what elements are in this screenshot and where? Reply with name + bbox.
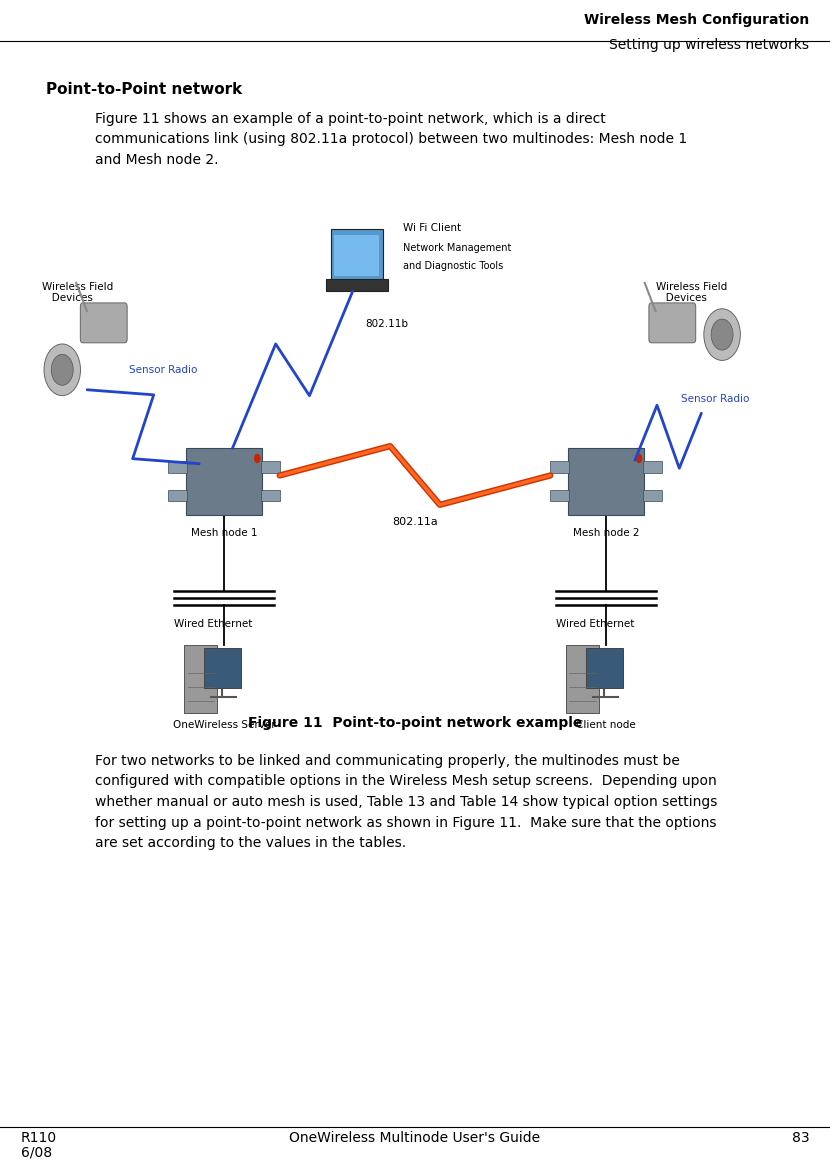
FancyBboxPatch shape: [643, 490, 662, 501]
Text: 83: 83: [792, 1131, 809, 1145]
Text: OneWireless Multinode User's Guide: OneWireless Multinode User's Guide: [290, 1131, 540, 1145]
Text: Wireless Field
   Devices: Wireless Field Devices: [656, 282, 727, 303]
Text: Wireless Field
   Devices: Wireless Field Devices: [42, 282, 113, 303]
FancyBboxPatch shape: [184, 645, 217, 713]
FancyBboxPatch shape: [186, 447, 262, 514]
FancyBboxPatch shape: [566, 645, 599, 713]
FancyBboxPatch shape: [81, 303, 127, 343]
FancyBboxPatch shape: [261, 461, 280, 473]
Text: 6/08: 6/08: [21, 1146, 51, 1160]
Text: Wi Fi Client: Wi Fi Client: [403, 223, 461, 234]
Circle shape: [44, 344, 81, 396]
FancyBboxPatch shape: [168, 461, 187, 473]
FancyBboxPatch shape: [550, 461, 569, 473]
Text: Client node: Client node: [576, 720, 636, 730]
Circle shape: [711, 319, 733, 350]
Text: For two networks to be linked and communicating properly, the multinodes must be: For two networks to be linked and commun…: [95, 754, 718, 850]
Text: R110: R110: [21, 1131, 57, 1145]
Text: Figure 11  Point-to-point network example: Figure 11 Point-to-point network example: [248, 716, 582, 730]
Text: 802.11b: 802.11b: [365, 319, 408, 330]
Text: Mesh node 1: Mesh node 1: [191, 528, 257, 539]
FancyBboxPatch shape: [586, 648, 622, 688]
Circle shape: [636, 454, 642, 464]
Circle shape: [704, 309, 740, 360]
Circle shape: [51, 355, 73, 385]
Text: Wired Ethernet: Wired Ethernet: [556, 619, 634, 629]
Text: Mesh node 2: Mesh node 2: [573, 528, 639, 539]
Text: Wired Ethernet: Wired Ethernet: [174, 619, 252, 629]
Text: Sensor Radio: Sensor Radio: [129, 365, 197, 375]
FancyBboxPatch shape: [568, 447, 644, 514]
FancyBboxPatch shape: [204, 648, 241, 688]
Circle shape: [254, 454, 261, 464]
Text: Sensor Radio: Sensor Radio: [681, 394, 749, 404]
FancyBboxPatch shape: [331, 229, 383, 281]
Text: and Diagnostic Tools: and Diagnostic Tools: [403, 261, 503, 271]
FancyBboxPatch shape: [643, 461, 662, 473]
FancyBboxPatch shape: [326, 279, 388, 291]
Text: Point-to-Point network: Point-to-Point network: [46, 82, 242, 97]
FancyBboxPatch shape: [649, 303, 696, 343]
FancyBboxPatch shape: [168, 490, 187, 501]
FancyBboxPatch shape: [550, 490, 569, 501]
FancyBboxPatch shape: [261, 490, 280, 501]
Text: Figure 11 shows an example of a point-to-point network, which is a direct
commun: Figure 11 shows an example of a point-to…: [95, 112, 688, 167]
Text: 802.11a: 802.11a: [392, 517, 438, 527]
Text: OneWireless Server: OneWireless Server: [173, 720, 276, 730]
Text: Wireless Mesh Configuration: Wireless Mesh Configuration: [584, 13, 809, 27]
Text: Setting up wireless networks: Setting up wireless networks: [609, 38, 809, 52]
Text: Network Management: Network Management: [403, 243, 511, 254]
FancyBboxPatch shape: [334, 235, 379, 276]
